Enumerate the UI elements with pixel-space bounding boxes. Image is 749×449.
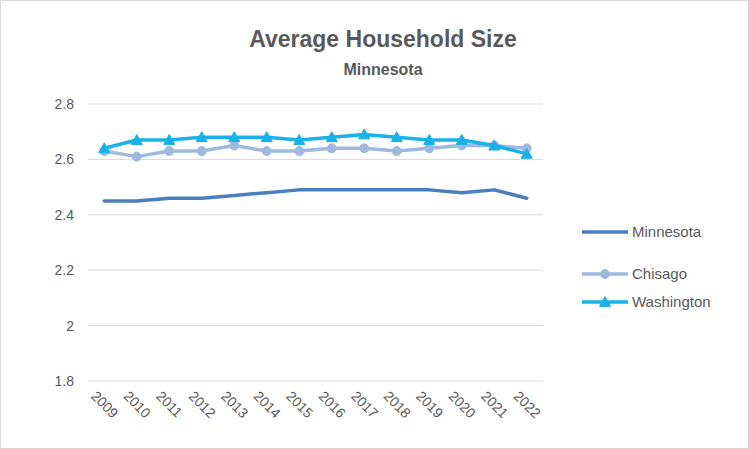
point-marker bbox=[295, 147, 304, 156]
point-marker bbox=[391, 132, 402, 142]
chart-title: Average Household Size bbox=[249, 26, 517, 52]
point-marker bbox=[425, 144, 434, 153]
point-marker bbox=[490, 141, 499, 150]
point-marker bbox=[261, 132, 272, 142]
x-tick-label: 2017 bbox=[348, 388, 381, 421]
x-tick-label: 2010 bbox=[121, 388, 154, 421]
grid-line bbox=[88, 159, 543, 160]
x-tick-label: 2013 bbox=[218, 388, 251, 421]
chart-subtitle: Minnesota bbox=[343, 61, 422, 78]
x-tick-label: 2020 bbox=[446, 388, 479, 421]
point-marker bbox=[164, 135, 175, 145]
legend-label: Minnesota bbox=[632, 223, 702, 240]
point-marker bbox=[392, 147, 401, 156]
legend-swatch bbox=[582, 230, 628, 234]
x-tick-label: 2021 bbox=[478, 388, 511, 421]
point-marker bbox=[360, 144, 369, 153]
y-tick-label: 2.2 bbox=[55, 262, 75, 278]
legend-marker bbox=[601, 270, 610, 279]
y-tick-label: 1.8 bbox=[55, 373, 75, 389]
x-tick-label: 2019 bbox=[413, 388, 446, 421]
x-tick-label: 2018 bbox=[381, 388, 414, 421]
point-marker bbox=[229, 132, 240, 142]
series-line bbox=[104, 134, 527, 153]
point-marker bbox=[165, 147, 174, 156]
x-tick-label: 2022 bbox=[511, 388, 544, 421]
legend-label: Washington bbox=[632, 293, 711, 310]
point-marker bbox=[262, 147, 271, 156]
x-tick-label: 2016 bbox=[316, 388, 349, 421]
point-marker bbox=[326, 132, 337, 142]
y-tick-label: 2.4 bbox=[55, 207, 75, 223]
legend-label: Chisago bbox=[632, 265, 687, 282]
point-marker bbox=[131, 135, 142, 145]
point-marker bbox=[456, 135, 467, 145]
chart-frame bbox=[1, 1, 749, 449]
point-marker bbox=[521, 148, 532, 158]
y-tick-label: 2 bbox=[66, 318, 74, 334]
point-marker bbox=[197, 147, 206, 156]
x-tick-label: 2015 bbox=[283, 388, 316, 421]
grid-line bbox=[88, 214, 543, 215]
x-tick-label: 2014 bbox=[251, 388, 284, 421]
point-marker bbox=[424, 135, 435, 145]
point-marker bbox=[230, 141, 239, 150]
grid-line bbox=[88, 270, 543, 271]
chart-container: Average Household Size Minnesota 1.8 2 2.2 2.… bbox=[0, 0, 749, 449]
y-tick-label: 2.6 bbox=[55, 151, 75, 167]
y-tick-label: 2.8 bbox=[55, 96, 75, 112]
x-tick-label: 2012 bbox=[186, 388, 219, 421]
point-marker bbox=[99, 143, 110, 153]
point-marker bbox=[489, 140, 500, 150]
legend-marker bbox=[600, 297, 611, 307]
plot-area bbox=[99, 129, 533, 201]
series-line bbox=[104, 190, 527, 201]
point-marker bbox=[294, 135, 305, 145]
x-tick-label: 2011 bbox=[153, 388, 186, 421]
point-marker bbox=[359, 129, 370, 139]
grid-line bbox=[88, 381, 543, 382]
point-marker bbox=[196, 132, 207, 142]
grid-line bbox=[88, 104, 543, 105]
point-marker bbox=[132, 152, 141, 161]
grid-line bbox=[88, 325, 543, 326]
chart-svg: Average Household Size Minnesota 1.8 2 2.2 2.… bbox=[0, 0, 749, 449]
point-marker bbox=[327, 144, 336, 153]
x-tick-label: 2009 bbox=[88, 388, 121, 421]
